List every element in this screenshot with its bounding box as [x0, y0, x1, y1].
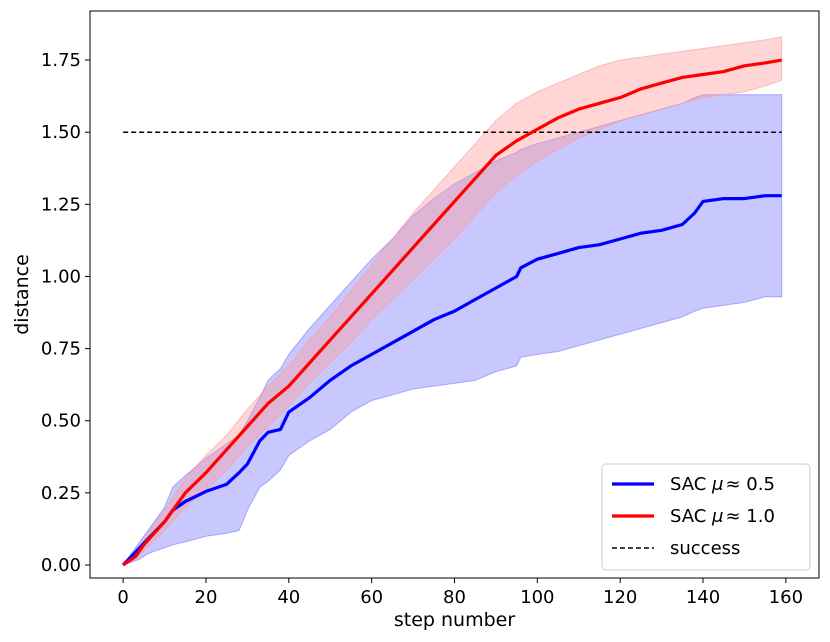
y-tick-label: 1.50	[41, 122, 81, 143]
x-tick-label: 60	[360, 587, 383, 608]
confidence-band-1	[122, 36, 783, 566]
x-axis-label: step number	[394, 609, 515, 631]
legend-label: SAC μ ≈ 0.5	[670, 474, 775, 495]
y-tick-label: 0.25	[41, 483, 81, 504]
y-tick-label: 1.75	[41, 50, 81, 71]
y-tick-label: 0.00	[41, 555, 81, 576]
legend-label: SAC μ ≈ 1.0	[670, 506, 775, 527]
x-tick-label: 160	[769, 587, 803, 608]
x-tick-label: 100	[520, 587, 554, 608]
y-tick-label: 0.50	[41, 411, 81, 432]
x-tick-label: 0	[117, 587, 128, 608]
x-tick-label: 80	[443, 587, 466, 608]
series-line-1	[122, 58, 782, 567]
series-line-0	[121, 194, 782, 567]
y-tick-label: 1.00	[41, 266, 81, 287]
legend: SAC μ ≈ 0.5 SAC μ ≈ 1.0 success	[601, 463, 811, 571]
y-tick-label: 1.25	[41, 194, 81, 215]
y-axis-label: distance	[11, 254, 33, 335]
legend-box	[601, 463, 811, 571]
x-tick-label: 40	[277, 587, 300, 608]
x-tick-label: 20	[195, 587, 218, 608]
x-tick-label: 140	[686, 587, 720, 608]
y-axis-ticks: 0.00 0.25 0.50 0.75 1.00 1.25 1.50 1.75	[41, 50, 90, 576]
y-tick-label: 0.75	[41, 339, 81, 360]
legend-label: success	[670, 538, 740, 559]
series-lines	[121, 58, 782, 567]
x-axis-ticks: 0 20 40 60 80 100 120 140 160	[117, 578, 803, 608]
x-tick-label: 120	[603, 587, 637, 608]
